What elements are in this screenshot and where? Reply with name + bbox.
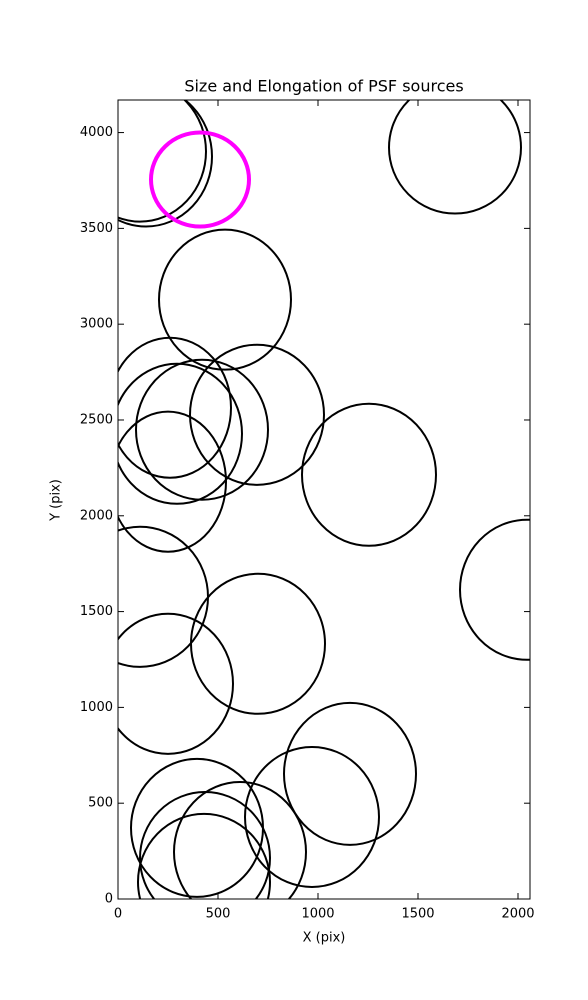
x-tick-label: 1000 bbox=[301, 907, 334, 922]
psf-ellipse bbox=[118, 100, 207, 223]
psf-ellipse bbox=[388, 100, 522, 215]
x-tick-label: 2000 bbox=[501, 907, 534, 922]
y-tick-label: 3000 bbox=[80, 317, 113, 332]
psf-ellipse bbox=[139, 791, 271, 899]
psf-ellipse bbox=[118, 410, 227, 553]
axes-frame bbox=[117, 99, 531, 900]
x-tick-label: 1500 bbox=[401, 907, 434, 922]
y-tick-label: 3500 bbox=[80, 221, 113, 236]
x-tick-label: 500 bbox=[206, 907, 231, 922]
y-tick-label: 4000 bbox=[80, 125, 113, 140]
y-tick-label: 1000 bbox=[80, 700, 113, 715]
psf-ellipse bbox=[173, 781, 307, 899]
psf-ellipse bbox=[189, 343, 325, 486]
psf-ellipse bbox=[149, 130, 251, 229]
chart-title: Size and Elongation of PSF sources bbox=[184, 77, 463, 96]
y-axis-label: Y (pix) bbox=[49, 479, 64, 522]
y-tick-label: 1500 bbox=[80, 604, 113, 619]
y-tick-label: 0 bbox=[105, 892, 113, 907]
psf-ellipse bbox=[118, 100, 213, 228]
x-tick-label: 0 bbox=[114, 907, 122, 922]
psf-ellipse bbox=[158, 228, 292, 371]
psf-ellipse bbox=[459, 518, 530, 661]
x-axis-label: X (pix) bbox=[303, 931, 346, 946]
plot-area bbox=[118, 100, 530, 899]
psf-ellipse bbox=[283, 701, 417, 846]
psf-ellipse bbox=[137, 812, 271, 899]
psf-ellipse bbox=[190, 572, 326, 715]
psf-ellipse bbox=[118, 612, 234, 755]
y-tick-label: 500 bbox=[88, 796, 113, 811]
psf-ellipse bbox=[118, 336, 232, 479]
psf-ellipse bbox=[244, 745, 380, 889]
psf-ellipse bbox=[301, 402, 437, 547]
y-tick-label: 2500 bbox=[80, 412, 113, 427]
y-tick-label: 2000 bbox=[80, 508, 113, 523]
psf-ellipse bbox=[135, 358, 269, 501]
